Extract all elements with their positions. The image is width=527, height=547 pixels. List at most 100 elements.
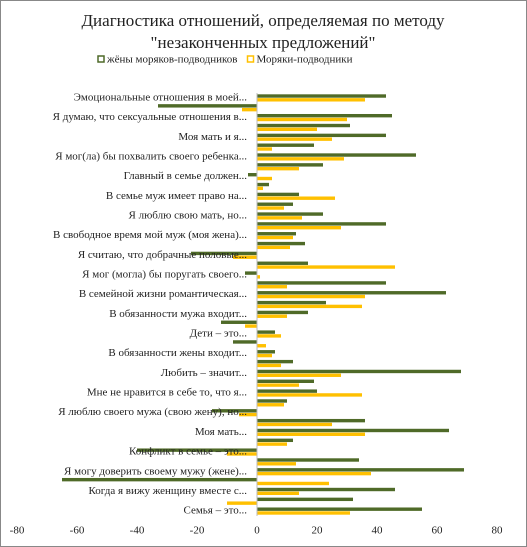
bar [257,196,335,200]
bar [257,350,275,354]
y-tick-label: Дети – это... [190,328,248,340]
y-tick-label: В обязанности жены входит... [108,347,247,359]
bar [257,275,260,279]
x-tick-label: 20 [312,525,324,537]
y-tick-label: Главный в семье должен... [124,170,248,182]
bar [257,245,290,250]
y-tick-label: Я считаю, что добрачные половые... [78,249,247,261]
bar [257,353,272,358]
bar [257,334,281,338]
bar [257,113,392,118]
bar [257,123,350,128]
bar [221,320,257,324]
x-tick-label: -40 [130,525,145,537]
bar [257,176,272,181]
bar [257,471,371,476]
y-tick-label: Я люблю свою мать, но... [129,209,248,221]
bar [248,173,257,177]
bar [257,216,302,220]
bar [245,324,257,328]
bar [257,186,263,191]
bar [257,127,317,132]
bar [257,418,365,423]
y-tick-label: В обязанности мужа входит... [109,308,247,320]
bar [257,94,386,98]
y-tick-label: Конфликт в семье – это... [129,446,247,458]
bar [257,206,284,210]
x-tick-label: 80 [492,525,504,537]
bar [257,363,281,368]
x-tick-label: 40 [372,525,384,537]
bar [257,442,287,446]
x-tick-label: -20 [190,525,205,537]
bar [257,428,449,433]
bar [257,344,266,348]
bar [257,468,464,472]
bar [257,261,308,265]
bar [257,157,344,161]
legend-label: Моряки-подводники [257,54,353,66]
bar [257,137,332,141]
y-tick-label: Семья – это... [183,505,247,517]
bar [257,235,293,240]
bar [257,481,329,486]
y-tick-label: Я мог(ла) бы похвалить своего ребенка... [55,150,247,162]
bar [257,497,353,502]
bar [257,281,386,285]
bar [257,182,269,187]
y-tick-label: Моя мать и я... [178,131,247,143]
y-tick-label: Когда я вижу женщину вместе с... [88,485,247,497]
bar [257,232,296,236]
bar [257,226,341,230]
bar [257,304,362,309]
bar [257,458,359,462]
bar [257,163,323,167]
bar [257,432,365,436]
bar [257,379,314,383]
bar [257,383,299,387]
bar [257,399,287,403]
y-tick-label: В семейной жизни романтическая... [79,288,247,300]
bar [257,314,287,318]
y-tick-label: Я могу доверить своему мужу (жене)... [64,465,247,477]
bar [257,487,395,492]
y-tick-label: В свободное время мой муж (моя жена)... [53,229,247,241]
y-tick-label: В семье муж имеет право на... [106,190,247,202]
bar [242,107,257,112]
legend-swatch [97,55,105,63]
bar [257,373,341,377]
y-tick-label: Мне не нравится в себе то, что я... [87,387,247,399]
bar [191,251,257,256]
bar [257,265,395,269]
bar [257,359,293,364]
bar [257,153,416,157]
bar [257,369,461,374]
legend-swatch [246,55,255,63]
bar [137,448,257,452]
chart-title: "незаконченных предложений" [151,33,376,52]
bar [257,166,299,171]
bar [227,452,257,456]
x-tick-label: -60 [70,525,85,537]
bar [62,477,257,482]
bar [227,501,257,505]
bar [257,403,284,407]
y-tick-label: Я думаю, что сексуальные отношения в... [53,111,248,123]
bar [239,412,257,417]
bar [257,294,365,299]
x-tick-label: -80 [10,525,25,537]
bar [257,98,365,102]
bar [257,511,350,515]
bar [257,117,347,122]
bar [257,147,272,151]
bar [257,507,422,511]
bar [257,192,299,197]
bar [233,340,257,344]
bar [257,330,275,334]
y-tick-label: Я люблю своего мужа (свою жену), но... [58,406,247,418]
bar [257,241,305,246]
bar [257,133,386,138]
bar [257,202,293,206]
bar [212,409,257,413]
